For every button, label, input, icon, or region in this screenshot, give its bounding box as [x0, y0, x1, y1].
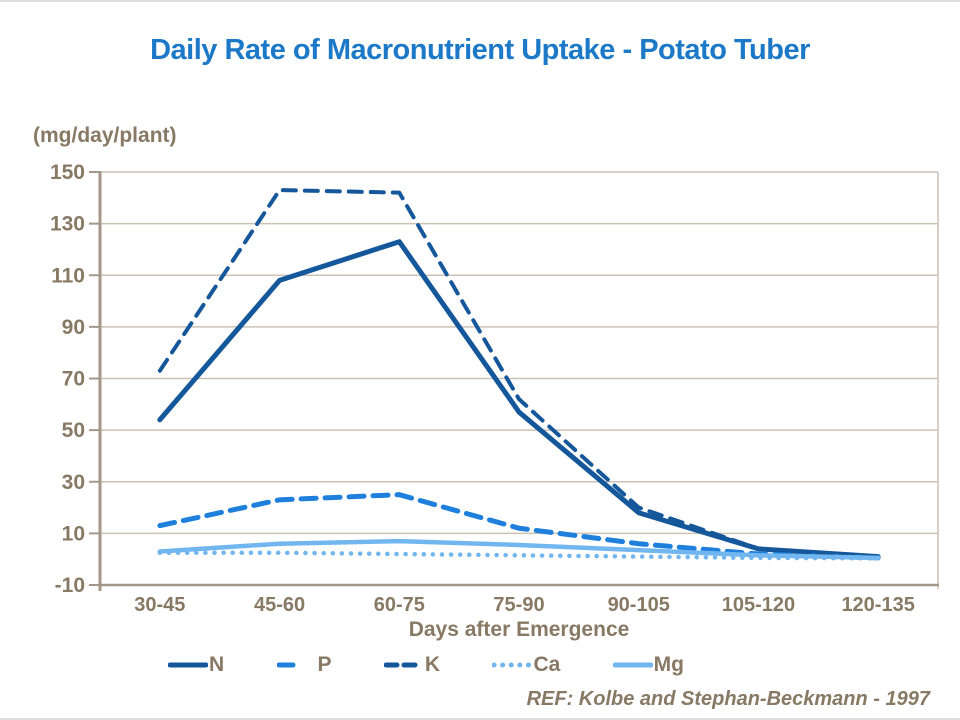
- series-line-Mg: [157, 538, 881, 561]
- x-tick-label: 45-60: [254, 594, 305, 616]
- y-axis-unit-label: (mg/day/plant): [33, 124, 177, 147]
- legend-label-Mg: Mg: [653, 653, 684, 676]
- y-tick-label: 110: [51, 264, 85, 287]
- y-tick-label: 90: [62, 316, 85, 339]
- series-line-Ca: [157, 550, 881, 561]
- y-tick-label: 30: [62, 471, 85, 494]
- chart-title: Daily Rate of Macronutrient Uptake - Pot…: [150, 34, 810, 66]
- legend-label-Ca: Ca: [533, 653, 561, 676]
- y-tick-label: 10: [62, 522, 85, 545]
- legend-swatch-N: [168, 662, 208, 668]
- x-axis-title: Days after Emergence: [408, 618, 630, 641]
- x-tick-label: 90-105: [608, 594, 670, 616]
- legend-label-P: P: [317, 653, 332, 676]
- legend-label-N: N: [209, 653, 225, 676]
- x-tick-label: 120-135: [841, 594, 914, 616]
- legend-swatch-K: [383, 662, 424, 668]
- reference-text: REF: Kolbe and Stephan-Beckmann - 1997: [526, 688, 930, 710]
- y-tick-label: 70: [62, 368, 85, 391]
- y-tick-label: -10: [55, 574, 85, 597]
- legend-item-P: P: [276, 653, 332, 677]
- legend-item-Mg: Mg: [612, 653, 684, 677]
- y-tick-label: 130: [50, 213, 85, 236]
- plot-area: 150 130 110 90 70 50 30 10 -10 30-45 45-60 60-75 75-…: [50, 161, 939, 616]
- series-line-K: [157, 188, 881, 559]
- y-tick-label: 50: [62, 419, 85, 442]
- legend-swatch-Mg: [612, 662, 653, 668]
- legend-swatch-P: [276, 662, 317, 668]
- legend-item-N: N: [168, 653, 224, 677]
- y-tick-label: 150: [50, 161, 85, 184]
- x-tick-label: 75-90: [493, 594, 544, 616]
- legend-swatch-Ca: [492, 662, 533, 668]
- page-border-top: [0, 0, 960, 2]
- legend-item-Ca: Ca: [492, 653, 560, 677]
- legend: N P K Ca Mg: [168, 650, 684, 680]
- legend-item-K: K: [383, 653, 441, 677]
- x-tick-label: 60-75: [374, 594, 425, 616]
- page-border-bottom: [0, 718, 960, 720]
- x-tick-label: 30-45: [134, 594, 185, 616]
- x-tick-label: 105-120: [722, 594, 795, 616]
- legend-label-K: K: [424, 653, 441, 676]
